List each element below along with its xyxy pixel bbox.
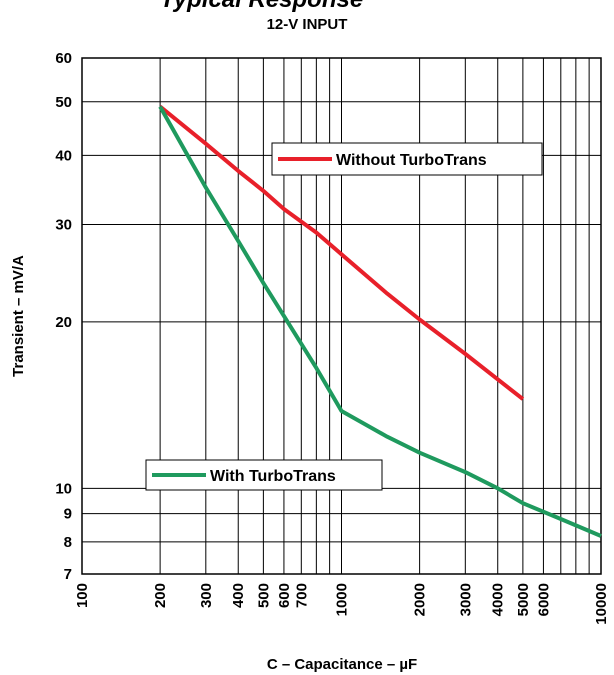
y-tick-labels: 7 8 9 10 20 30 40 50 60 [55, 50, 72, 583]
x-tick-label: 3000 [457, 583, 474, 616]
x-tick-label: 700 [293, 583, 310, 608]
y-tick-label: 20 [55, 314, 72, 331]
x-tick-label: 600 [276, 583, 293, 608]
legend-with-turbotrans: With TurboTrans [145, 459, 383, 491]
y-tick-label: 9 [64, 506, 72, 523]
y-tick-label: 10 [55, 480, 72, 497]
x-tick-label: 400 [230, 583, 247, 608]
x-tick-label: 6000 [535, 583, 552, 616]
series-line-without-turbotrans [158, 105, 525, 401]
chart-subtitle: 12-V INPUT [266, 16, 348, 33]
x-tick-label: 200 [152, 583, 169, 608]
chart-title: Typical Response [160, 0, 363, 14]
x-tick-label: 300 [198, 583, 215, 608]
x-tick-label: 10000 [593, 583, 610, 625]
legend-box [271, 142, 543, 176]
y-tick-label: 7 [64, 566, 72, 583]
legend-without-turbotrans: Without TurboTrans [271, 142, 543, 176]
y-tick-label: 8 [64, 534, 72, 551]
series-layer [158, 105, 602, 538]
grid-layer [81, 57, 602, 575]
series-line-with-turbotrans [158, 105, 602, 538]
y-axis-label: Transient – mV/A [10, 255, 27, 377]
x-axis-label: C – Capacitance – µF [267, 656, 417, 673]
x-tick-label: 2000 [412, 583, 429, 616]
x-tick-label: 1000 [334, 583, 351, 616]
plot-frame [81, 57, 602, 575]
plot-border [81, 57, 602, 575]
legend-label: With TurboTrans [210, 468, 336, 485]
y-tick-label: 60 [55, 50, 72, 67]
x-tick-label: 100 [74, 583, 91, 608]
x-tick-label: 4000 [490, 583, 507, 616]
legend-layer: Without TurboTrans With TurboTrans [145, 142, 543, 491]
legend-label: Without TurboTrans [336, 152, 487, 169]
y-tick-label: 50 [55, 94, 72, 111]
x-tick-label: 5000 [515, 583, 532, 616]
x-tick-label: 500 [255, 583, 272, 608]
y-tick-label: 40 [55, 147, 72, 164]
y-tick-label: 30 [55, 216, 72, 233]
x-tick-labels: 100 200 300 400 500 600 700 1000 2000 3000 4000 500… [74, 583, 610, 625]
